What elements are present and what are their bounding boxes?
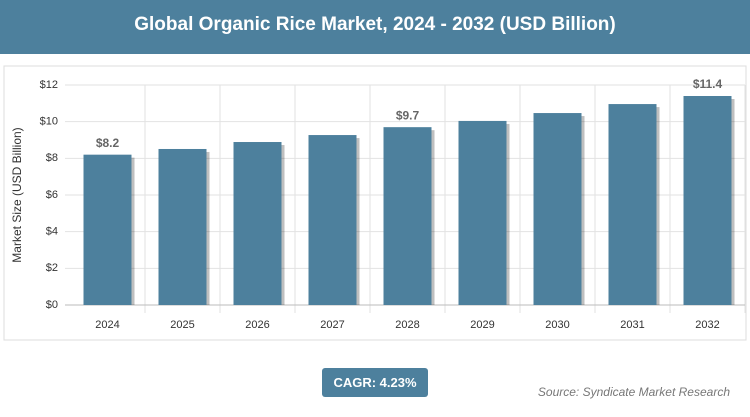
bar bbox=[83, 154, 132, 305]
bar bbox=[308, 135, 357, 305]
bar bbox=[533, 113, 582, 305]
chart-frame bbox=[3, 65, 747, 341]
cagr-badge: CAGR: 4.23% bbox=[322, 368, 428, 397]
y-tick-label: $6 bbox=[46, 189, 58, 201]
data-label: $9.7 bbox=[396, 108, 420, 122]
x-tick-label: 2029 bbox=[470, 319, 494, 331]
y-tick-label: $4 bbox=[46, 226, 58, 238]
x-tick-label: 2025 bbox=[170, 319, 194, 331]
y-axis-label: Market Size (USD Billion) bbox=[10, 127, 24, 262]
bar bbox=[233, 142, 282, 305]
y-tick-label: $10 bbox=[40, 116, 58, 128]
y-tick-label: $12 bbox=[40, 79, 58, 91]
data-label: $11.4 bbox=[693, 77, 723, 91]
x-tick-label: 2030 bbox=[545, 319, 569, 331]
x-tick-label: 2026 bbox=[245, 319, 269, 331]
x-tick-label: 2027 bbox=[320, 319, 344, 331]
bar bbox=[158, 148, 207, 305]
x-tick-label: 2028 bbox=[395, 319, 419, 331]
y-tick-label: $0 bbox=[46, 299, 58, 311]
chart-title: Global Organic Rice Market, 2024 - 2032 … bbox=[0, 0, 750, 54]
x-tick-label: 2032 bbox=[695, 319, 719, 331]
y-tick-label: $2 bbox=[46, 262, 58, 274]
y-tick-label: $8 bbox=[46, 152, 58, 164]
bar bbox=[458, 120, 507, 305]
bar bbox=[383, 127, 432, 306]
x-tick-label: 2024 bbox=[95, 319, 119, 331]
bar bbox=[608, 104, 657, 305]
x-tick-label: 2031 bbox=[620, 319, 644, 331]
bar bbox=[683, 96, 732, 305]
data-label: $8.2 bbox=[96, 136, 120, 150]
source-note: Source: Syndicate Market Research bbox=[537, 385, 730, 399]
